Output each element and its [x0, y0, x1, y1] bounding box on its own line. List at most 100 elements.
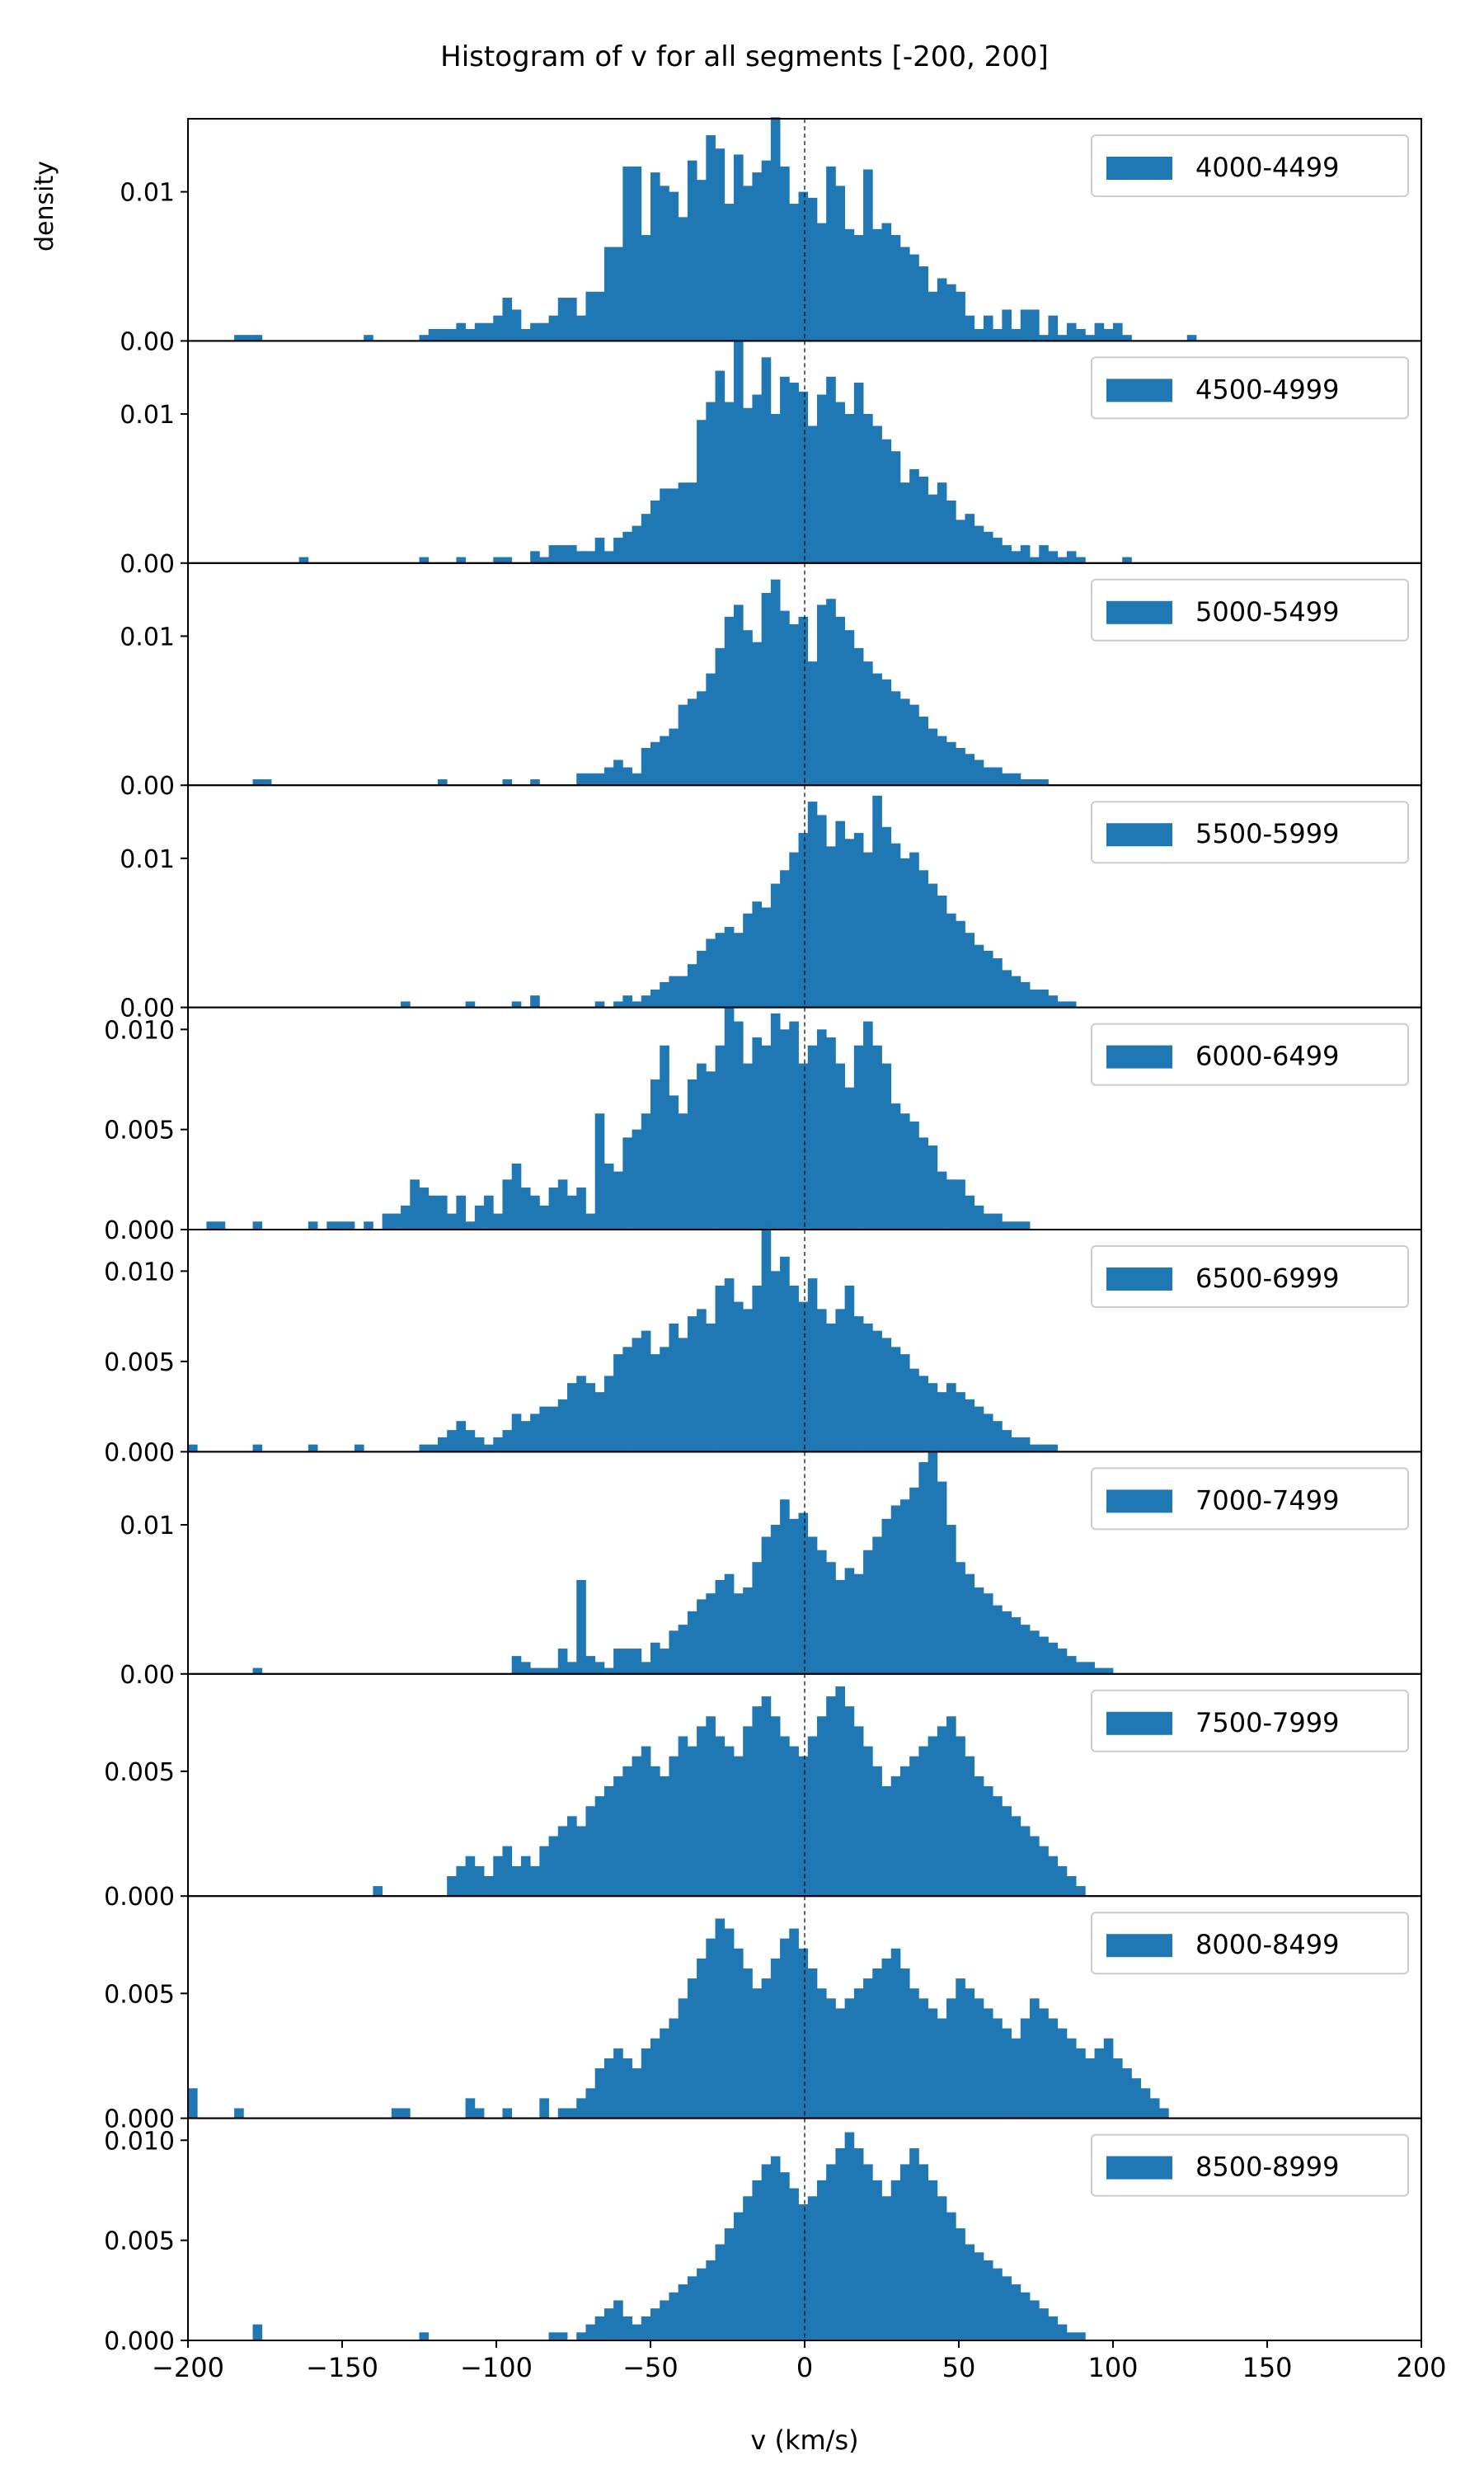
histogram-bar [844, 1568, 855, 1674]
histogram-bar [641, 514, 651, 563]
histogram-bar [1002, 2028, 1012, 2119]
histogram-bar [567, 1662, 577, 1674]
histogram-bar [567, 545, 577, 563]
histogram-bar [743, 1309, 753, 1452]
histogram-bar [835, 821, 846, 1008]
histogram-bar [465, 1856, 476, 1897]
histogram-bar [1048, 2018, 1059, 2119]
y-tick-label: 0.00 [120, 995, 175, 1023]
histogram-bar [1011, 2038, 1021, 2119]
histogram-bar [557, 1179, 568, 1230]
histogram-bar [724, 616, 735, 786]
histogram-bar [724, 204, 735, 341]
histogram-bar [835, 186, 846, 341]
histogram-bar [603, 1786, 614, 1897]
histogram-bar [1011, 773, 1021, 786]
histogram-bar [733, 2212, 744, 2340]
histogram-bar [428, 1444, 439, 1452]
histogram-bar [761, 1978, 772, 2119]
histogram-bar [539, 557, 549, 563]
histogram-bar [770, 1013, 781, 1230]
legend-label: 7000-7499 [1195, 1484, 1339, 1516]
histogram-bar [807, 197, 818, 341]
histogram-bar [530, 778, 540, 786]
histogram-bar [853, 2148, 864, 2340]
panel-1: 0.00 0.01 4000-4499 [120, 117, 1422, 356]
histogram-bar [724, 1573, 735, 1674]
histogram-bar [956, 291, 965, 341]
histogram-bar [816, 394, 827, 563]
legend-label: 5500-5999 [1195, 818, 1339, 849]
histogram-bar [752, 1988, 763, 2119]
histogram-bar [641, 1113, 651, 1230]
histogram-bar [326, 1221, 336, 1230]
histogram-bar [1066, 551, 1077, 563]
histogram-bar [899, 1499, 910, 1674]
panel-5: 0.000 0.005 0.010 6000-6499 [104, 1003, 1422, 1245]
histogram-bar [456, 557, 466, 563]
histogram-bar [761, 357, 772, 563]
histogram-bar [816, 1029, 827, 1230]
histogram-bar [918, 1137, 928, 1230]
histogram-bar [1011, 976, 1021, 1008]
histogram-bar [697, 691, 707, 786]
histogram-bar [770, 579, 781, 786]
histogram-bar [428, 328, 439, 341]
histogram-bar [872, 2180, 882, 2340]
histogram-bar [798, 1512, 809, 1674]
legend-label: 6500-6999 [1195, 1263, 1339, 1294]
histogram-bar [946, 2212, 956, 2340]
histogram-bar [613, 2048, 623, 2119]
histogram-bar [1020, 545, 1031, 563]
histogram-bar [447, 1875, 457, 1897]
histogram-bar [909, 1756, 919, 1897]
histogram-bar [863, 1550, 873, 1674]
histogram-bar [687, 160, 697, 341]
histogram-bar [983, 1213, 993, 1230]
histogram-bar [761, 1536, 772, 1674]
histogram-bar [965, 514, 975, 563]
histogram-bar [594, 2316, 605, 2340]
histogram-bar [697, 1726, 707, 1897]
histogram-bar [234, 2108, 244, 2119]
histogram-bar [622, 166, 632, 341]
histogram-bar [585, 773, 596, 786]
histogram-bar [965, 1195, 975, 1230]
histogram-bar [594, 291, 605, 341]
histogram-bar [557, 297, 568, 341]
histogram-bar [706, 1323, 716, 1452]
legend-box [1091, 134, 1409, 197]
histogram-bar [724, 402, 735, 563]
histogram-bar [899, 247, 910, 341]
histogram-bar [1030, 1998, 1040, 2119]
y-tick-label: 0.010 [104, 2127, 175, 2156]
histogram-bar [780, 376, 790, 563]
histogram-bar [660, 186, 669, 341]
histogram-bar [493, 315, 503, 341]
histogram-bar [687, 1611, 697, 1674]
histogram-bar [697, 950, 707, 1008]
histogram-bar [826, 599, 836, 786]
histogram-bar [1103, 1667, 1114, 1674]
histogram-bar [835, 1579, 846, 1674]
histogram-bar [872, 1045, 882, 1230]
y-tick-label: 0.01 [120, 1512, 175, 1540]
histogram-bar [576, 1826, 586, 1897]
y-tick-label: 0.005 [104, 2227, 175, 2256]
histogram-bar [622, 2316, 632, 2340]
histogram-bar [715, 1918, 726, 2119]
histogram-bar [1140, 2088, 1151, 2119]
histogram-bar [1011, 328, 1021, 341]
legend-label: 4000-4499 [1195, 152, 1339, 183]
histogram-bar [502, 778, 513, 786]
histogram-bar [576, 2098, 586, 2119]
histogram-bar [881, 1958, 892, 2119]
histogram-bar [594, 538, 605, 563]
legend-swatch [1106, 2156, 1172, 2180]
histogram-bar [993, 2268, 1003, 2340]
histogram-bar [252, 1221, 263, 1230]
histogram-bar [909, 704, 919, 786]
histogram-bar [826, 1562, 836, 1674]
histogram-bar [1002, 1611, 1012, 1674]
histogram-bar [770, 1958, 781, 2119]
